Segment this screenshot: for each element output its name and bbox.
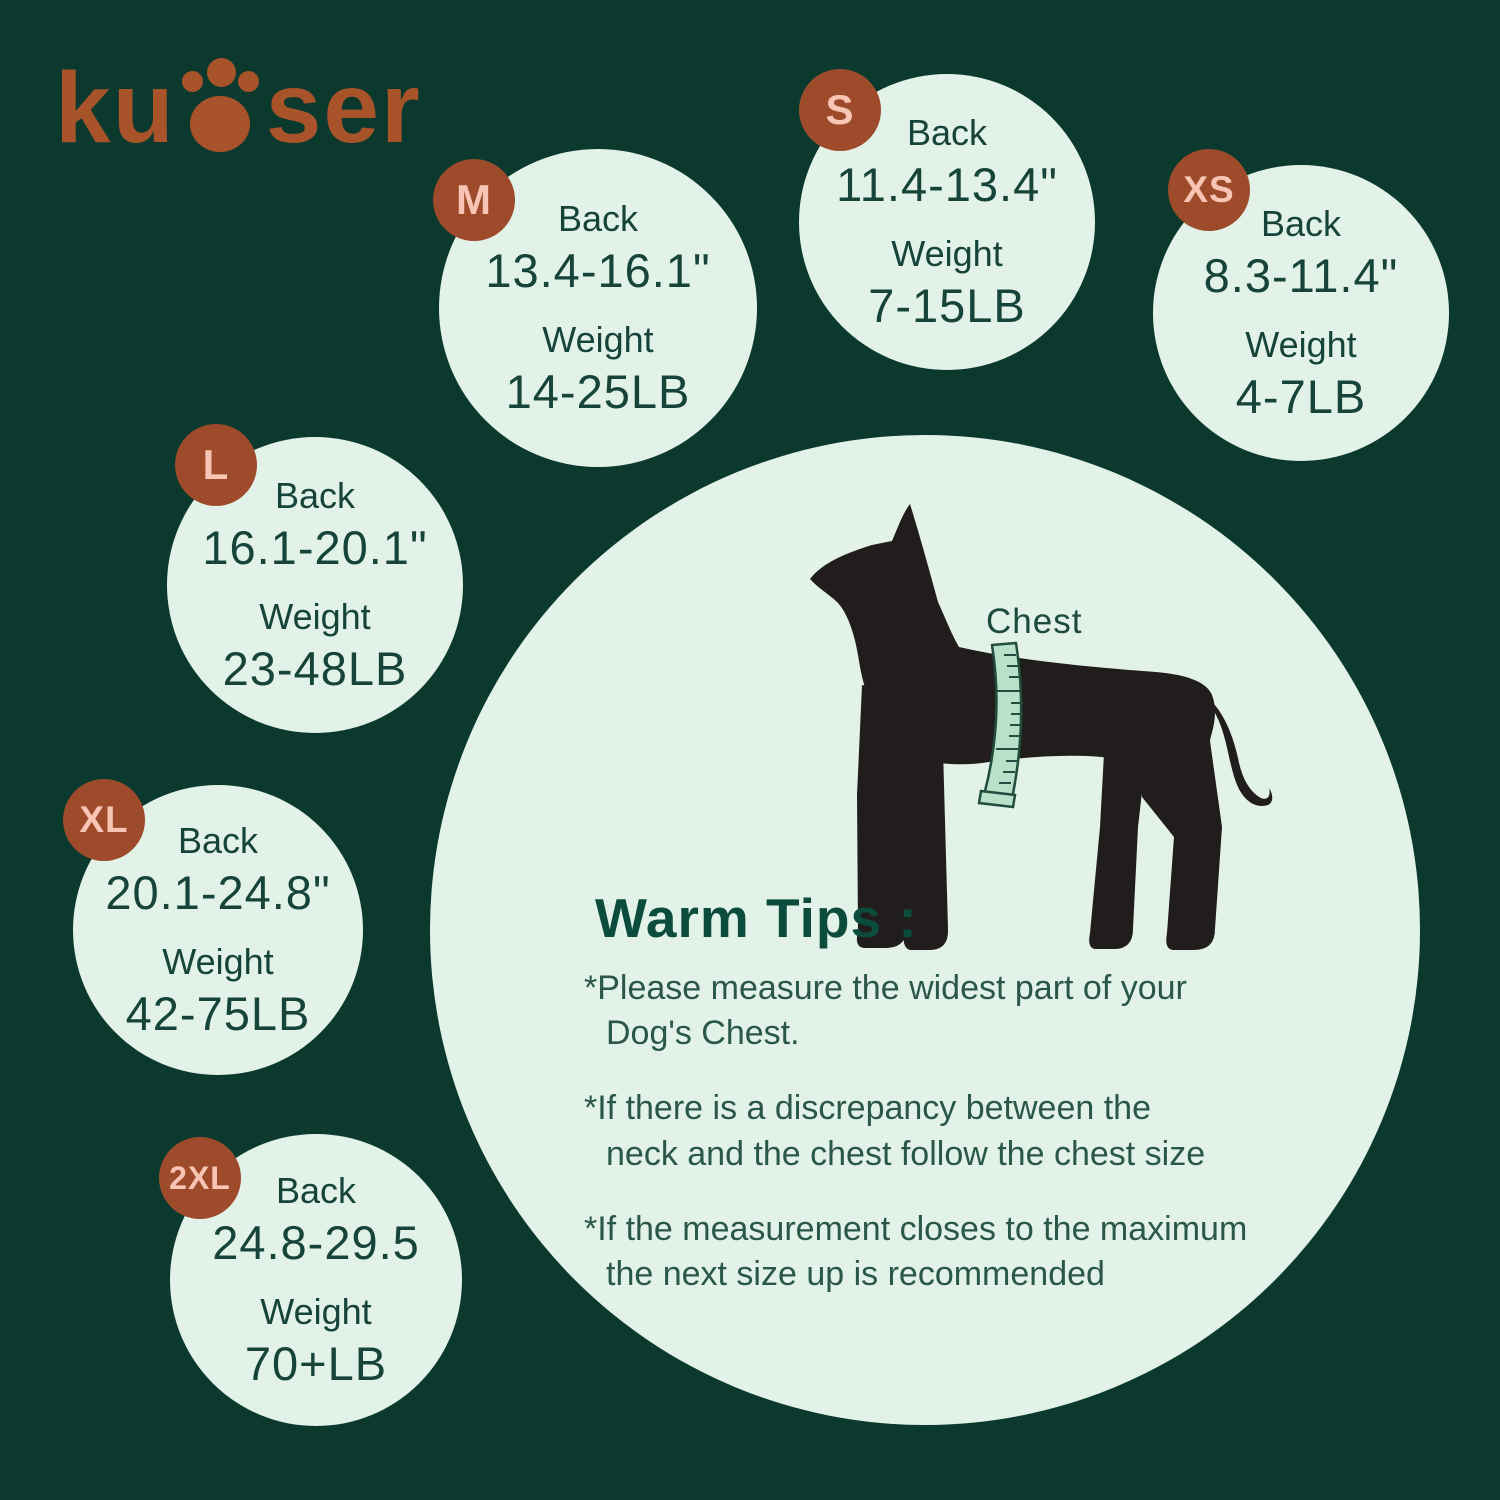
back-label: Back [274, 474, 356, 516]
warm-tip-line: Dog's Chest. [606, 1014, 800, 1053]
warm-tip: *Please measure the widest part of your … [584, 966, 1324, 1056]
back-label: Back [906, 111, 988, 153]
size-circle-2xl: 2XL Back 24.8-29.5 Weight 70+LB [159, 1134, 462, 1426]
size-circle-xl: XL Back 20.1-24.8" Weight 42-75LB [63, 779, 363, 1075]
size-badge-m: M [433, 159, 515, 241]
weight-value: 7-15LB [868, 279, 1026, 332]
weight-value: 70+LB [244, 1337, 388, 1390]
back-value: 20.1-24.8" [105, 865, 331, 919]
back-label: Back [177, 819, 259, 861]
back-value: 11.4-13.4" [836, 157, 1058, 211]
size-info-m: Back 13.4-16.1" Weight 14-25LB [485, 196, 710, 421]
size-badge-label: S [825, 86, 855, 133]
size-badge-s: S [799, 69, 881, 151]
size-badge-label: XS [1183, 169, 1235, 210]
warm-tip-line: neck and the chest follow the chest size [606, 1134, 1206, 1173]
logo-text-before: ku [55, 52, 176, 164]
paw-icon [181, 58, 260, 152]
size-badge-xl: XL [63, 779, 145, 861]
weight-label: Weight [162, 941, 274, 982]
size-info-l: Back 16.1-20.1" Weight 23-48LB [202, 473, 427, 698]
dog-silhouette-icon [810, 504, 1273, 950]
weight-label: Weight [260, 1291, 372, 1332]
size-info-s: Back 11.4-13.4" Weight 7-15LB [836, 110, 1058, 335]
warm-tip-line: the next size up is recommended [606, 1255, 1105, 1294]
size-circle-l: L Back 16.1-20.1" Weight 23-48LB [167, 424, 463, 733]
size-badge-l: L [175, 424, 257, 506]
warm-tip-line: *If there is a discrepancy between the [584, 1089, 1151, 1128]
back-label: Back [275, 1169, 357, 1211]
back-value: 16.1-20.1" [202, 520, 428, 574]
brand-logo: ku ser [55, 52, 422, 158]
weight-label: Weight [259, 596, 371, 637]
size-circle-m: M Back 13.4-16.1" Weight 14-25LB [433, 149, 757, 467]
back-value: 24.8-29.5 [212, 1215, 420, 1269]
size-circle-xs: XS Back 8.3-11.4" Weight 4-7LB [1153, 149, 1449, 461]
weight-value: 4-7LB [1235, 370, 1367, 423]
size-circle-s: S Back 11.4-13.4" Weight 7-15LB [799, 69, 1095, 370]
chest-label: Chest [986, 602, 1083, 641]
warm-tips-list: *Please measure the widest part of your … [584, 966, 1324, 1327]
size-info-xl: Back 20.1-24.8" Weight 42-75LB [105, 818, 330, 1043]
size-badge-label: M [456, 176, 492, 223]
weight-label: Weight [891, 233, 1003, 274]
size-badge-label: L [202, 441, 230, 488]
warm-tips-heading: Warm Tips : [595, 887, 918, 949]
back-label: Back [1260, 202, 1342, 244]
size-badge-label: 2XL [169, 1159, 231, 1196]
weight-label: Weight [1245, 324, 1357, 365]
logo-text-after: ser [265, 52, 422, 164]
warm-tip: *If the measurement closes to the maximu… [584, 1207, 1324, 1297]
measuring-tape-icon [977, 641, 1023, 809]
back-value: 13.4-16.1" [485, 243, 711, 297]
size-badge-2xl: 2XL [159, 1137, 241, 1219]
weight-value: 42-75LB [125, 987, 311, 1040]
weight-label: Weight [542, 319, 654, 360]
size-badge-xs: XS [1168, 149, 1250, 231]
size-info-2xl: Back 24.8-29.5 Weight 70+LB [212, 1168, 420, 1393]
warm-tip-line: *If the measurement closes to the maximu… [584, 1209, 1248, 1248]
warm-tip: *If there is a discrepancy between the n… [584, 1086, 1324, 1176]
back-value: 8.3-11.4" [1203, 248, 1399, 302]
size-badge-label: XL [79, 799, 129, 840]
weight-value: 14-25LB [505, 365, 691, 418]
size-info-xs: Back 8.3-11.4" Weight 4-7LB [1204, 201, 1399, 426]
weight-value: 23-48LB [222, 642, 408, 695]
warm-tip-line: *Please measure the widest part of your [584, 969, 1187, 1007]
back-label: Back [557, 197, 639, 239]
